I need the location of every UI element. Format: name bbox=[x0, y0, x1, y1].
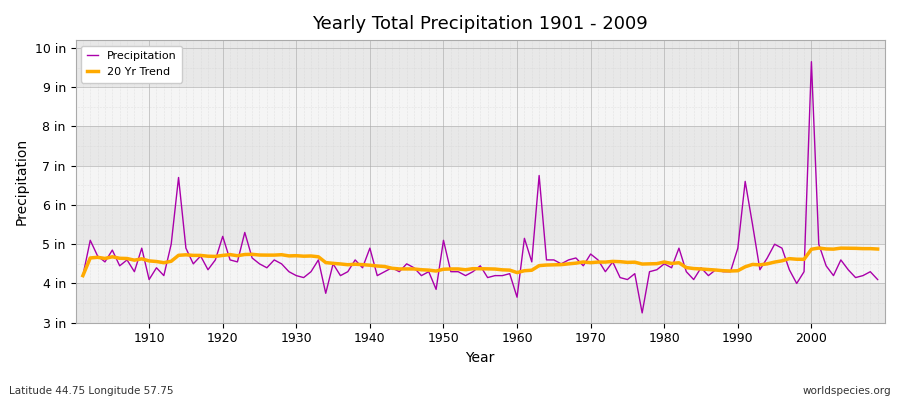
Y-axis label: Precipitation: Precipitation bbox=[15, 138, 29, 225]
20 Yr Trend bbox=[137, 256, 148, 261]
Precipitation bbox=[600, 269, 611, 274]
Bar bbox=[76, 205, 885, 244]
Precipitation bbox=[504, 271, 515, 276]
20 Yr Trend bbox=[504, 268, 515, 272]
20 Yr Trend bbox=[512, 270, 523, 275]
20 Yr Trend bbox=[814, 246, 824, 250]
Line: 20 Yr Trend: 20 Yr Trend bbox=[83, 248, 878, 276]
Precipitation bbox=[637, 310, 648, 315]
Bar bbox=[76, 126, 885, 166]
20 Yr Trend bbox=[872, 247, 883, 252]
Bar bbox=[76, 166, 885, 205]
Bar bbox=[76, 244, 885, 284]
Line: Precipitation: Precipitation bbox=[83, 62, 878, 313]
X-axis label: Year: Year bbox=[465, 351, 495, 365]
Text: worldspecies.org: worldspecies.org bbox=[803, 386, 891, 396]
Precipitation bbox=[806, 59, 817, 64]
Bar bbox=[76, 284, 885, 323]
Text: Latitude 44.75 Longitude 57.75: Latitude 44.75 Longitude 57.75 bbox=[9, 386, 174, 396]
Precipitation bbox=[77, 273, 88, 278]
Title: Yearly Total Precipitation 1901 - 2009: Yearly Total Precipitation 1901 - 2009 bbox=[312, 15, 648, 33]
Precipitation bbox=[298, 275, 309, 280]
Precipitation bbox=[342, 269, 353, 274]
20 Yr Trend bbox=[342, 262, 353, 267]
Precipitation bbox=[137, 246, 148, 250]
20 Yr Trend bbox=[77, 273, 88, 278]
Bar bbox=[76, 48, 885, 87]
Bar bbox=[76, 87, 885, 126]
Legend: Precipitation, 20 Yr Trend: Precipitation, 20 Yr Trend bbox=[81, 46, 182, 82]
Bar bbox=[76, 40, 885, 48]
Precipitation bbox=[512, 295, 523, 300]
20 Yr Trend bbox=[298, 254, 309, 258]
Precipitation bbox=[872, 277, 883, 282]
20 Yr Trend bbox=[600, 260, 611, 264]
